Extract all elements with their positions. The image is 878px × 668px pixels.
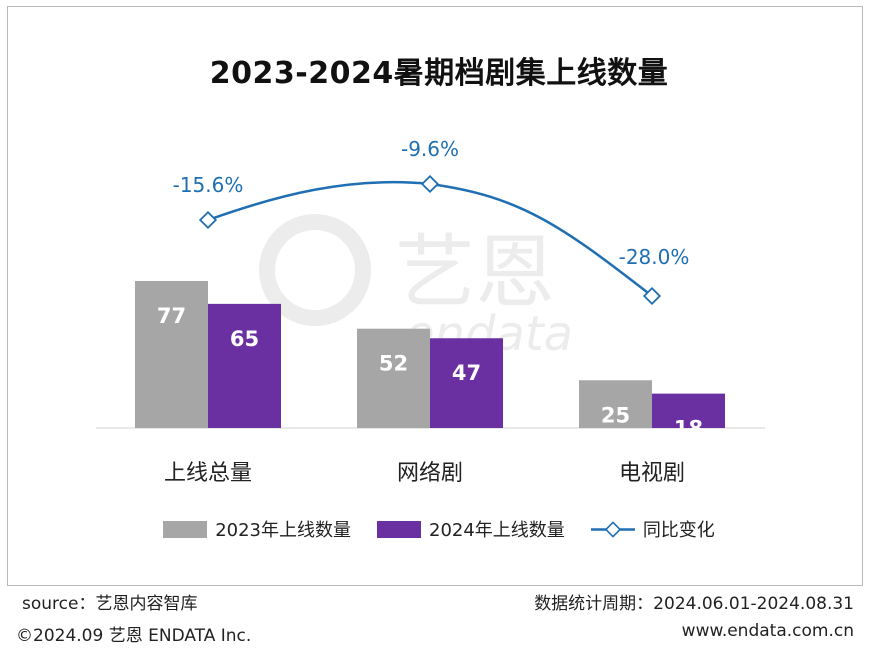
bar-2024-2 — [652, 393, 725, 428]
bar-2024-0 — [208, 303, 281, 428]
copyright: ©2024.09 艺恩 ENDATA Inc. — [16, 626, 252, 646]
legend-swatch-yoy — [590, 520, 635, 538]
bar-2023-1 — [357, 328, 430, 428]
legend: 2023年上线数量 2024年上线数量 同比变化 — [0, 516, 878, 542]
website-link[interactable]: www.endata.com.cn — [681, 621, 854, 641]
legend-label-2024: 2024年上线数量 — [429, 520, 565, 541]
category-label-2: 电视剧 — [619, 461, 685, 486]
bar-2024-1 — [430, 338, 503, 428]
yoy-label-0: -15.6% — [173, 173, 244, 197]
data-period: 数据统计周期：2024.06.01-2024.08.31 — [534, 594, 854, 614]
legend-label-2023: 2023年上线数量 — [215, 520, 351, 541]
yoy-label-2: -28.0% — [619, 245, 690, 269]
chart-title: 2023-2024暑期档剧集上线数量 — [209, 56, 669, 91]
bar-value-label-2023-0: 77 — [157, 304, 186, 328]
bar-line-chart: 77 65 上线总量 52 47 网络剧 25 18 电视剧 -15.6% -9.6% -28.0% — [96, 137, 765, 486]
legend-swatch-2024 — [377, 520, 421, 538]
yoy-line — [207, 180, 653, 297]
source-note: source：艺恩内容智库 — [22, 594, 198, 614]
bar-value-label-2024-1: 47 — [452, 361, 481, 385]
legend-item-2024: 2024年上线数量 — [377, 516, 565, 542]
yoy-marker-0 — [198, 210, 218, 230]
bar-2023-0 — [135, 280, 208, 428]
yoy-label-1: -9.6% — [401, 137, 459, 161]
bar-value-label-2024-0: 65 — [230, 327, 259, 351]
category-label-0: 上线总量 — [164, 461, 252, 486]
bar-value-label-2023-2: 25 — [601, 403, 630, 427]
legend-item-2023: 2023年上线数量 — [163, 516, 351, 542]
bar-2023-2 — [579, 380, 652, 428]
yoy-marker-1 — [420, 174, 440, 194]
bar-value-label-2023-1: 52 — [379, 352, 408, 376]
bar-value-label-2024-2: 18 — [674, 417, 703, 441]
legend-label-yoy: 同比变化 — [642, 520, 715, 541]
legend-item-yoy: 同比变化 — [590, 516, 715, 542]
legend-swatch-2023 — [163, 520, 208, 538]
category-label-1: 网络剧 — [397, 461, 463, 486]
yoy-marker-2 — [642, 286, 662, 306]
chart-frame — [7, 6, 863, 586]
